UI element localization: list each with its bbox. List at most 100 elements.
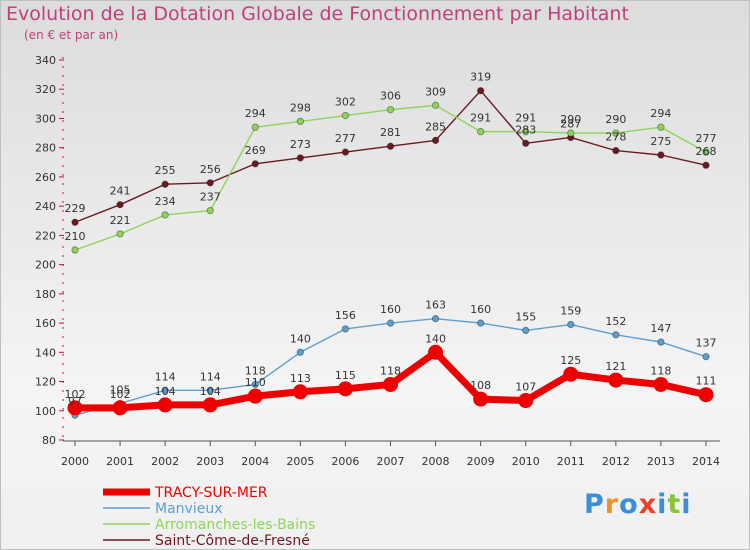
- data-point: [522, 326, 530, 335]
- data-point: [296, 348, 305, 357]
- data-label: 118: [245, 364, 266, 377]
- data-point: [608, 372, 624, 388]
- x-tick-label: 2014: [692, 455, 720, 468]
- data-label: 294: [650, 107, 671, 120]
- data-label: 115: [335, 369, 356, 382]
- data-label: 152: [605, 315, 626, 328]
- data-label: 159: [560, 305, 581, 318]
- data-point: [386, 142, 395, 150]
- data-point: [431, 314, 440, 323]
- data-label: 234: [155, 195, 176, 208]
- legend-label: Arromanches-les-Bains: [155, 517, 315, 533]
- data-point: [206, 206, 214, 215]
- data-point: [567, 320, 575, 329]
- data-label: 107: [515, 381, 536, 394]
- data-point: [116, 200, 124, 209]
- x-tick-label: 2000: [61, 455, 89, 468]
- data-label: 114: [200, 370, 221, 383]
- y-tick-label: 300: [35, 112, 56, 125]
- y-tick-label: 280: [35, 142, 56, 155]
- x-tick-label: 2002: [151, 455, 179, 468]
- data-label: 210: [65, 230, 86, 243]
- x-tick-label: 2012: [602, 455, 630, 468]
- data-label: 163: [425, 299, 446, 312]
- legend-label: Manvieux: [155, 501, 222, 517]
- data-point: [67, 400, 83, 416]
- data-label: 285: [425, 120, 446, 133]
- data-point: [431, 136, 440, 145]
- data-label: 102: [65, 388, 86, 401]
- data-label: 104: [155, 385, 176, 398]
- data-label: 281: [380, 126, 401, 139]
- data-label: 269: [245, 144, 266, 157]
- chart-subtitle: (en € et par an): [24, 28, 119, 42]
- data-point: [518, 393, 534, 409]
- data-point: [698, 387, 714, 403]
- data-point: [476, 127, 485, 136]
- data-point: [476, 86, 485, 95]
- x-tick-label: 2006: [331, 455, 359, 468]
- x-tick-label: 2013: [647, 455, 675, 468]
- data-point: [116, 230, 124, 238]
- x-tick-label: 2008: [422, 455, 450, 468]
- y-tick-label: 220: [35, 229, 56, 242]
- data-label: 137: [696, 337, 717, 350]
- data-point: [161, 211, 169, 219]
- data-point: [292, 384, 308, 400]
- data-point: [202, 397, 218, 413]
- data-label: 268: [696, 145, 717, 158]
- data-point: [341, 111, 350, 120]
- data-point: [341, 148, 350, 156]
- data-point: [567, 129, 575, 137]
- data-label: 118: [650, 364, 671, 377]
- data-label: 290: [605, 113, 626, 126]
- data-point: [657, 338, 665, 346]
- data-label: 283: [515, 123, 536, 136]
- data-label: 110: [245, 376, 266, 389]
- data-point: [247, 388, 263, 404]
- x-tick-label: 2003: [196, 455, 224, 468]
- data-label: 105: [110, 383, 131, 396]
- chart-series: [67, 86, 714, 419]
- data-label: 111: [696, 375, 717, 388]
- data-point: [702, 148, 710, 156]
- data-label: 256: [200, 163, 221, 176]
- data-label: 309: [425, 85, 446, 98]
- data-point: [383, 376, 398, 392]
- x-tick-label: 2001: [106, 455, 134, 468]
- data-label: 291: [515, 112, 536, 125]
- data-point: [161, 180, 169, 188]
- data-label: 306: [380, 90, 401, 103]
- x-tick-label: 2005: [286, 455, 314, 468]
- y-tick-label: 80: [42, 434, 56, 447]
- y-tick-label: 180: [35, 288, 56, 301]
- data-point: [206, 386, 214, 395]
- data-label: 255: [155, 164, 176, 177]
- data-label: 156: [335, 309, 356, 322]
- y-tick-label: 120: [35, 376, 56, 389]
- data-label: 104: [200, 385, 221, 398]
- data-point: [386, 105, 395, 114]
- data-label: 113: [290, 372, 311, 385]
- x-tick-label: 2009: [467, 455, 495, 468]
- x-tick-label: 2011: [557, 455, 585, 468]
- y-tick-label: 320: [35, 83, 56, 96]
- y-tick-label: 140: [35, 346, 56, 359]
- data-label: 118: [380, 364, 401, 377]
- data-point: [71, 246, 79, 254]
- data-point: [112, 400, 128, 416]
- data-point: [337, 381, 353, 397]
- data-point: [702, 161, 710, 169]
- data-point: [206, 179, 214, 187]
- y-tick-label: 260: [35, 171, 56, 184]
- data-label: 287: [560, 117, 581, 130]
- data-point: [428, 344, 444, 360]
- data-label: 277: [696, 132, 717, 145]
- legend-label: Saint-Côme-de-Fresné: [155, 533, 310, 549]
- data-label: 237: [200, 191, 221, 204]
- data-label: 140: [290, 332, 311, 345]
- data-point: [251, 160, 259, 168]
- data-label: 114: [155, 370, 176, 383]
- proxiti-logo: Proxiti: [584, 489, 692, 520]
